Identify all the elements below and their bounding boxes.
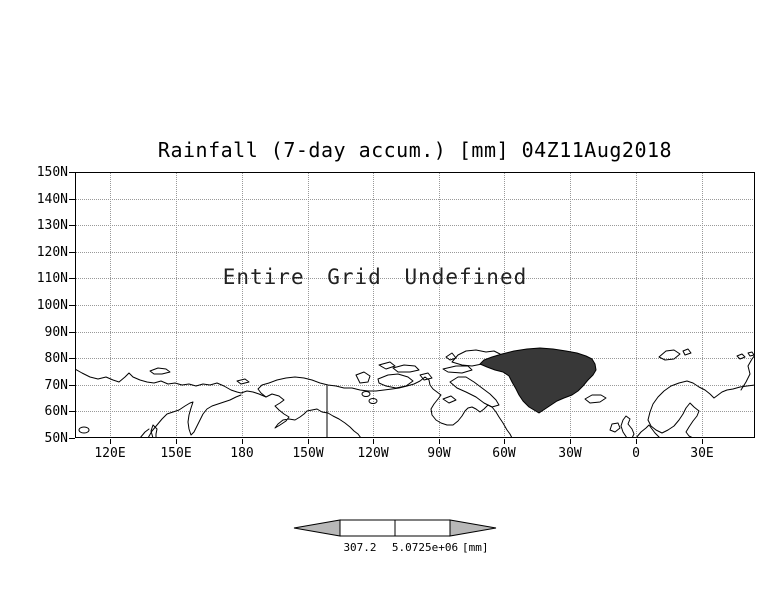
x-tick-label: 180 [230,446,254,461]
y-tick-label: 80N [44,351,68,367]
island-wrangel [236,378,250,385]
y-axis-tick [69,225,75,227]
lake-great-slave [368,398,378,404]
coastline-alaska-west [265,393,362,438]
island-banks [355,371,371,384]
x-axis-tick [110,439,111,444]
island-svalbard-east [682,348,692,356]
coastline-amur [139,428,150,438]
y-tick-label: 90N [44,324,68,340]
y-axis-tick [69,172,75,173]
island-ireland [609,422,621,433]
y-tick-label: 70N [44,377,68,393]
coastline-map [75,347,755,438]
colorbar-value-right: 5.0725e+06 [391,541,459,554]
x-axis-tick [308,439,309,444]
y-axis-tick [69,411,75,413]
x-tick-label: 30E [690,446,714,461]
y-tick-label: 120N [36,244,68,260]
colorbar [293,519,497,537]
coastline-north-sea [635,424,661,438]
x-tick-label: 120E [94,446,126,461]
gridline-horizontal [75,198,755,200]
colorbar-unit-label: [mm] [462,541,489,554]
undefined-grid-banner: Entire Grid Undefined [222,265,528,289]
x-axis-tick [570,439,571,444]
island-axel-heiberg [445,352,457,361]
island-prince-patrick [378,361,396,370]
x-axis-tick [504,439,505,444]
y-tick-label: 140N [36,191,68,207]
island-southampton [442,395,457,404]
landmass-greenland [479,347,597,414]
island-somerset [419,372,433,381]
island-new-siberian [149,367,171,375]
y-tick-label: 50N [44,431,68,446]
y-tick-label: 110N [36,271,68,287]
x-tick-label: 150W [292,446,324,461]
gridline-horizontal [75,225,755,227]
gridline-horizontal [75,251,755,253]
coastline-north-america [257,376,513,438]
y-axis-tick [69,384,75,386]
x-axis-tick [176,439,177,444]
y-axis-tick [69,278,75,280]
gridline-horizontal [75,331,755,333]
island-victoria [377,373,414,389]
x-tick-label: 150E [160,446,192,461]
island-svalbard [658,349,681,361]
y-tick-label: 100N [36,298,68,313]
coastline-scandinavia [647,380,755,421]
y-axis-tick [69,251,75,253]
x-axis-tick [373,439,374,444]
plot-title: Rainfall (7-day accum.) [mm] 04Z11Aug201… [157,138,673,162]
y-axis-tick [69,331,75,333]
x-tick-label: 0 [632,446,640,461]
island-melville [392,364,420,373]
island-great-britain [620,415,635,438]
lake-baikal [78,426,90,434]
y-axis-tick [69,358,75,360]
gridline-horizontal [75,384,755,386]
x-axis-tick [636,439,637,444]
island-franz-josef-1 [736,353,746,360]
coastline-siberia [75,368,267,398]
gridline-horizontal [75,305,755,306]
coastline-baltic [647,402,700,438]
x-tick-label: 120W [357,446,389,461]
x-axis-tick [702,439,703,444]
island-iceland [584,394,607,404]
x-axis-tick [242,439,243,444]
island-devon [442,365,473,374]
map-frame [75,172,755,438]
island-novaya-zemlya [740,354,755,391]
x-axis-tick [439,439,440,444]
y-tick-label: 60N [44,404,68,420]
y-axis-tick [69,438,75,439]
x-tick-label: 30W [558,446,582,461]
colorbar-left-arrow-icon [293,519,341,537]
island-baffin [449,376,500,408]
gridline-horizontal [75,411,755,413]
x-tick-label: 90W [427,446,451,461]
lake-great-bear [361,391,371,397]
island-sakhalin [150,424,158,438]
colorbar-value-left: 307.2 [343,541,377,554]
colorbar-right-arrow-icon [449,519,497,537]
gridline-horizontal [75,358,755,360]
coastline-okhotsk-kamchatka [147,394,242,438]
y-axis-tick [69,198,75,200]
y-axis-tick [69,305,75,306]
y-tick-label: 150N [36,165,68,180]
y-tick-label: 130N [36,218,68,234]
gridline-horizontal [75,278,755,280]
x-tick-label: 60W [492,446,516,461]
